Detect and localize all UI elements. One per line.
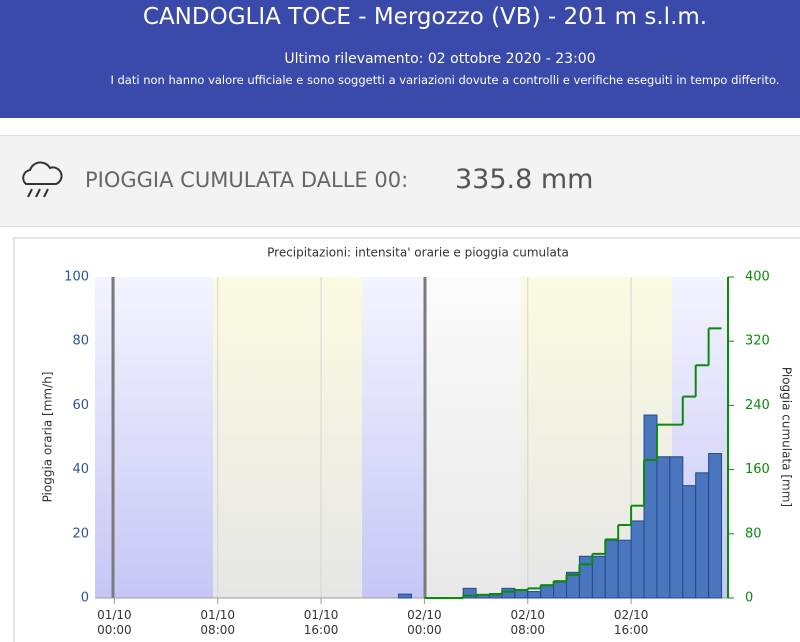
x-tick-label: 01/10 00:00 [97, 608, 132, 637]
x-tick-label: 02/10 16:00 [613, 608, 649, 637]
bar [669, 456, 684, 599]
x-tick-label: 01/10 08:00 [200, 608, 236, 637]
last-update: Ultimo rilevamento: 02 ottobre 2020 - 23… [284, 51, 596, 67]
bar [656, 456, 671, 599]
bar [630, 520, 645, 599]
x-tick-label: 01/10 16:00 [303, 608, 339, 637]
time-band [95, 277, 213, 598]
bar [488, 594, 503, 599]
station-title: CANDOGLIA TOCE - Mergozzo (VB) - 201 m s… [142, 4, 708, 30]
y2-tick-label: 240 [745, 398, 770, 413]
y2-tick-label: 0 [745, 591, 753, 606]
bar [553, 581, 568, 599]
time-band [521, 277, 672, 598]
bar [398, 593, 413, 599]
y-tick-label: 60 [72, 398, 89, 413]
y-tick-label: 80 [72, 334, 89, 349]
bar [643, 414, 658, 599]
y-tick-label: 20 [72, 526, 89, 541]
time-band [425, 277, 521, 598]
summary-bar: PIOGGIA CUMULATA DALLE 00: 335.8 mm [0, 135, 800, 227]
y2-tick-label: 80 [745, 526, 762, 541]
bar [604, 539, 619, 599]
time-band [672, 277, 728, 598]
bar [462, 587, 477, 599]
y2-tick-label: 320 [745, 334, 770, 349]
y-axis-title: Pioggia oraria [mm/h] [41, 372, 55, 503]
bar [475, 594, 490, 599]
bar [578, 555, 593, 599]
bar [514, 589, 529, 599]
chart-title: Precipitazioni: intensita' orarie e piog… [267, 246, 569, 260]
y-tick-label: 100 [64, 270, 89, 285]
y2-tick-label: 160 [745, 462, 770, 477]
summary-label: PIOGGIA CUMULATA DALLE 00: [85, 168, 409, 192]
bar [682, 485, 697, 599]
y2-tick-label: 400 [745, 270, 770, 285]
y-tick-label: 0 [81, 591, 89, 606]
bar [591, 555, 606, 599]
time-band [213, 277, 362, 598]
x-tick-label: 02/10 08:00 [510, 608, 546, 637]
bar [695, 472, 710, 599]
time-band [362, 277, 425, 598]
bar [566, 571, 580, 599]
summary-value: 335.8 mm [455, 164, 594, 195]
bar [501, 587, 516, 599]
bar [708, 453, 723, 599]
chart-frame [13, 237, 800, 642]
bar [617, 539, 632, 599]
bar [527, 591, 542, 599]
rain-icon [22, 161, 63, 198]
y-tick-label: 40 [72, 462, 89, 477]
bar [540, 584, 555, 599]
y2-axis-title: Pioggia cumulata [mm] [780, 367, 794, 507]
disclaimer: I dati non hanno valore ufficiale e sono… [110, 73, 780, 87]
x-tick-label: 02/10 00:00 [407, 608, 442, 637]
header: CANDOGLIA TOCE - Mergozzo (VB) - 201 m s… [0, 0, 800, 118]
